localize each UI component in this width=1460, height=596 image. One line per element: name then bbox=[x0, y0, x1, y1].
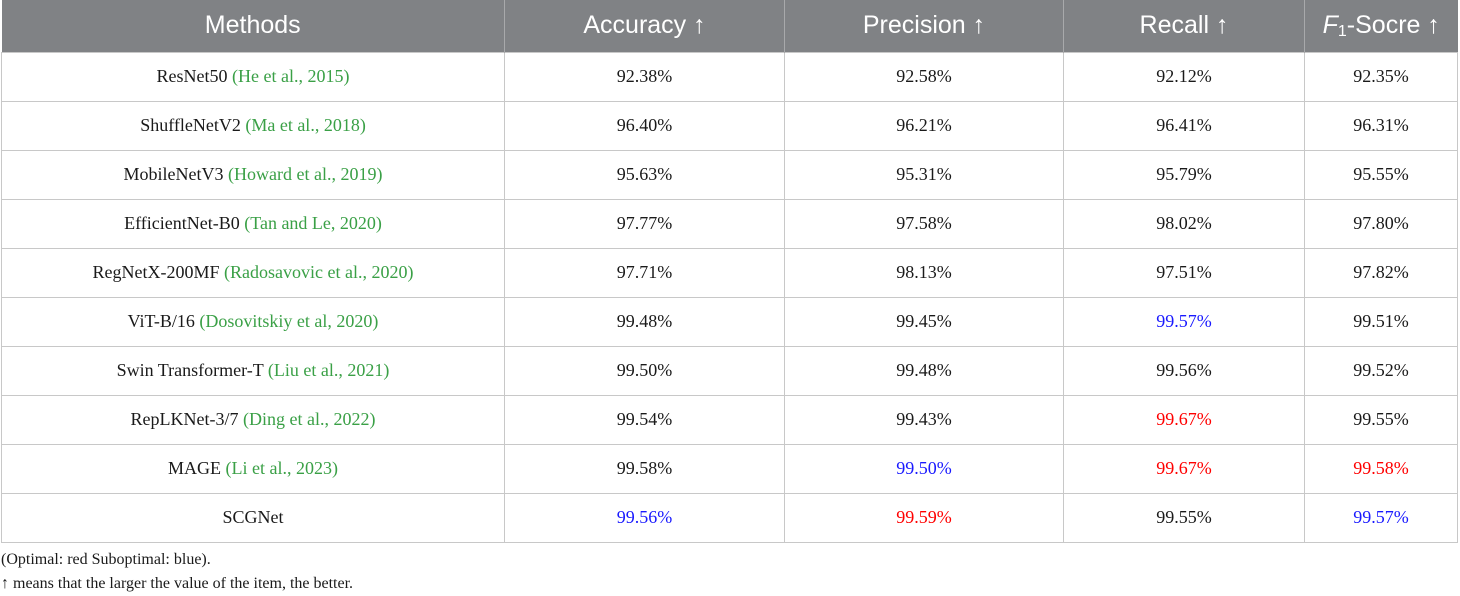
method-name: SCGNet bbox=[222, 507, 284, 527]
method-citation-link[interactable]: (Tan and Le, 2020) bbox=[244, 213, 382, 233]
method-cell: ShuffleNetV2 (Ma et al., 2018) bbox=[1, 100, 505, 151]
table-row: MAGE (Li et al., 2023) 99.58% 99.50% 99.67%… bbox=[1, 443, 1458, 494]
precision-cell: 99.43% bbox=[784, 394, 1064, 445]
precision-cell: 92.58% bbox=[784, 51, 1064, 102]
table-row: ResNet50 (He et al., 2015) 92.38% 92.58% 92… bbox=[1, 51, 1458, 102]
f1-score-cell: 95.55% bbox=[1304, 149, 1458, 200]
table-notes: (Optimal: red Suboptimal: blue). ↑ means… bbox=[1, 548, 353, 596]
method-cell: ResNet50 (He et al., 2015) bbox=[1, 51, 505, 102]
accuracy-cell: 97.71% bbox=[504, 247, 785, 298]
recall-cell: 95.79% bbox=[1063, 149, 1305, 200]
method-name: ShuffleNetV2 bbox=[140, 115, 241, 135]
method-name: RegNetX-200MF bbox=[92, 262, 220, 282]
method-cell: RegNetX-200MF (Radosavovic et al., 2020) bbox=[1, 247, 505, 298]
table-row: ViT-B/16 (Dosovitskiy et al, 2020) 99.48%… bbox=[1, 296, 1458, 347]
recall-cell: 96.41% bbox=[1063, 100, 1305, 151]
accuracy-cell: 96.40% bbox=[504, 100, 785, 151]
precision-cell: 99.48% bbox=[784, 345, 1064, 396]
accuracy-cell: 97.77% bbox=[504, 198, 785, 249]
accuracy-cell: 99.56% bbox=[504, 492, 785, 543]
method-name: RepLKNet-3/7 bbox=[130, 409, 239, 429]
method-citation-link[interactable]: (Dosovitskiy et al, 2020) bbox=[199, 311, 379, 331]
recall-cell: 99.67% bbox=[1063, 394, 1305, 445]
recall-cell: 97.51% bbox=[1063, 247, 1305, 298]
method-cell: MAGE (Li et al., 2023) bbox=[1, 443, 505, 494]
method-cell: MobileNetV3 (Howard et al., 2019) bbox=[1, 149, 505, 200]
table-row: SCGNet 99.56% 99.59% 99.55% 99.57% bbox=[1, 492, 1458, 543]
method-citation-link[interactable]: (Radosavovic et al., 2020) bbox=[224, 262, 414, 282]
method-name: Swin Transformer-T bbox=[116, 360, 264, 380]
results-table: Methods Accuracy ↑ Precision ↑ Recall ↑ … bbox=[1, 0, 1458, 543]
recall-cell: 98.02% bbox=[1063, 198, 1305, 249]
table-row: ShuffleNetV2 (Ma et al., 2018) 96.40% 96.2… bbox=[1, 100, 1458, 151]
method-citation-link[interactable]: (Li et al., 2023) bbox=[225, 458, 338, 478]
table-body: ResNet50 (He et al., 2015) 92.38% 92.58% 92… bbox=[1, 51, 1458, 543]
legend-note: (Optimal: red Suboptimal: blue). bbox=[1, 551, 211, 568]
method-citation-link[interactable]: (Ma et al., 2018) bbox=[245, 115, 366, 135]
header-precision: Precision ↑ bbox=[784, 0, 1064, 52]
header-methods: Methods bbox=[204, 11, 301, 40]
method-citation-link[interactable]: (Ding et al., 2022) bbox=[243, 409, 376, 429]
method-name: EfficientNet-B0 bbox=[124, 213, 240, 233]
recall-cell: 99.57% bbox=[1063, 296, 1305, 347]
table-row: MobileNetV3 (Howard et al., 2019) 95.63% 9… bbox=[1, 149, 1458, 200]
table-row: EfficientNet-B0 (Tan and Le, 2020) 97.77%… bbox=[1, 198, 1458, 249]
accuracy-cell: 99.58% bbox=[504, 443, 785, 494]
precision-cell: 96.21% bbox=[784, 100, 1064, 151]
precision-cell: 97.58% bbox=[784, 198, 1064, 249]
recall-cell: 99.55% bbox=[1063, 492, 1305, 543]
accuracy-cell: 99.50% bbox=[504, 345, 785, 396]
method-citation-link[interactable]: (He et al., 2015) bbox=[232, 66, 350, 86]
method-cell: ViT-B/16 (Dosovitskiy et al, 2020) bbox=[1, 296, 505, 347]
method-cell: RepLKNet-3/7 (Ding et al., 2022) bbox=[1, 394, 505, 445]
precision-cell: 95.31% bbox=[784, 149, 1064, 200]
header-f1-score: F1-Socre ↑ bbox=[1304, 0, 1458, 52]
recall-cell: 99.67% bbox=[1063, 443, 1305, 494]
header-accuracy: Accuracy ↑ bbox=[504, 0, 785, 52]
f1-score-cell: 99.57% bbox=[1304, 492, 1458, 543]
table-row: RepLKNet-3/7 (Ding et al., 2022) 99.54% 99… bbox=[1, 394, 1458, 445]
method-citation-link[interactable]: (Howard et al., 2019) bbox=[228, 164, 383, 184]
accuracy-cell: 99.48% bbox=[504, 296, 785, 347]
table-row: Swin Transformer-T (Liu et al., 2021) 99.… bbox=[1, 345, 1458, 396]
recall-cell: 92.12% bbox=[1063, 51, 1305, 102]
header-recall: Recall ↑ bbox=[1063, 0, 1305, 52]
method-name: MAGE bbox=[168, 458, 222, 478]
recall-cell: 99.56% bbox=[1063, 345, 1305, 396]
arrow-note: ↑ means that the larger the value of the… bbox=[1, 575, 354, 592]
accuracy-cell: 95.63% bbox=[504, 149, 785, 200]
method-name: ViT-B/16 bbox=[127, 311, 195, 331]
f1-score-cell: 99.52% bbox=[1304, 345, 1458, 396]
precision-cell: 99.59% bbox=[784, 492, 1064, 543]
f1-score-cell: 99.51% bbox=[1304, 296, 1458, 347]
accuracy-cell: 99.54% bbox=[504, 394, 785, 445]
f1-score-cell: 97.80% bbox=[1304, 198, 1458, 249]
method-citation-link[interactable]: (Liu et al., 2021) bbox=[267, 360, 390, 380]
table-row: RegNetX-200MF (Radosavovic et al., 2020)… bbox=[1, 247, 1458, 298]
method-cell: EfficientNet-B0 (Tan and Le, 2020) bbox=[1, 198, 505, 249]
method-cell: SCGNet bbox=[1, 492, 505, 543]
precision-cell: 98.13% bbox=[784, 247, 1064, 298]
method-cell: Swin Transformer-T (Liu et al., 2021) bbox=[1, 345, 505, 396]
precision-cell: 99.50% bbox=[784, 443, 1064, 494]
accuracy-cell: 92.38% bbox=[504, 51, 785, 102]
f1-score-cell: 96.31% bbox=[1304, 100, 1458, 151]
f1-score-cell: 97.82% bbox=[1304, 247, 1458, 298]
method-name: MobileNetV3 bbox=[123, 164, 224, 184]
precision-cell: 99.45% bbox=[784, 296, 1064, 347]
f1-score-cell: 99.58% bbox=[1304, 443, 1458, 494]
header-row: Methods Accuracy ↑ Precision ↑ Recall ↑ … bbox=[1, 0, 1458, 52]
f1-score-cell: 99.55% bbox=[1304, 394, 1458, 445]
method-name: ResNet50 bbox=[156, 66, 228, 86]
f1-score-cell: 92.35% bbox=[1304, 51, 1458, 102]
table-header: Methods Accuracy ↑ Precision ↑ Recall ↑ … bbox=[1, 0, 1458, 52]
